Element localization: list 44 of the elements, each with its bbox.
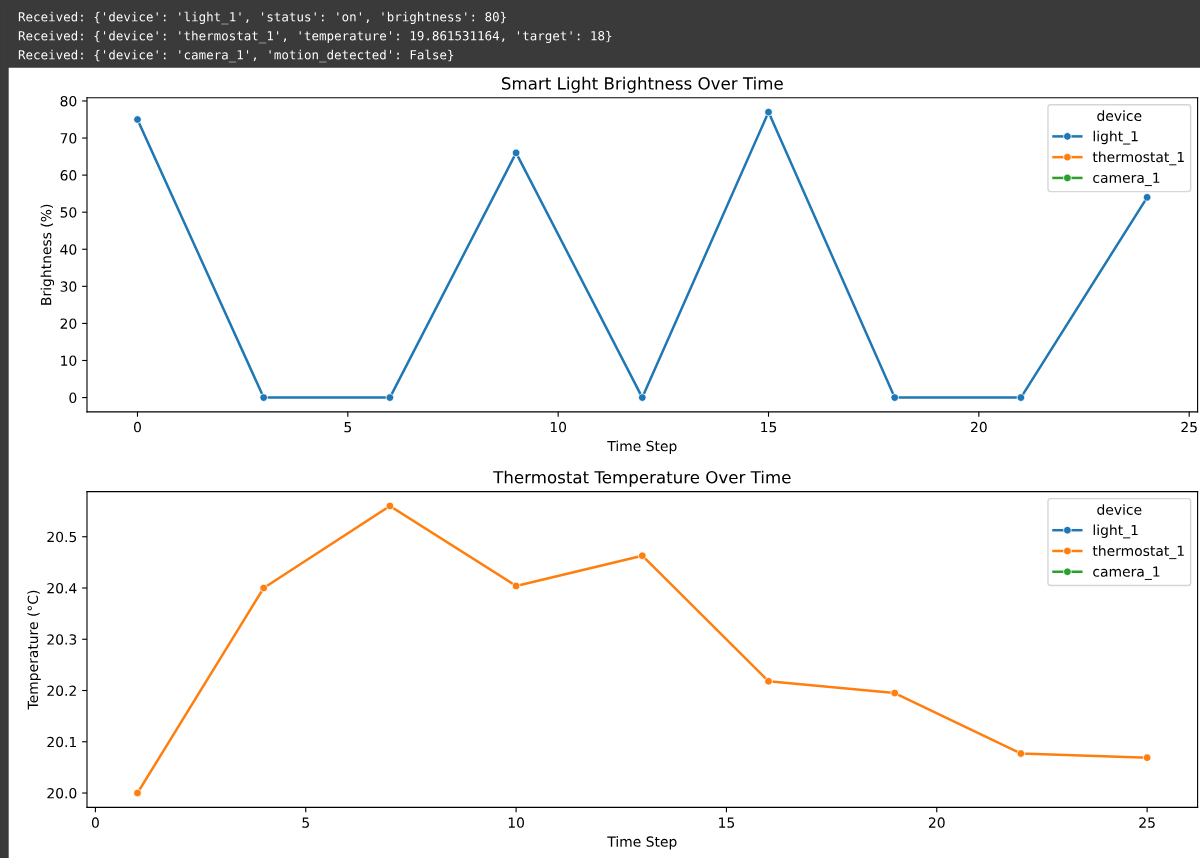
y-tick-label: 20.5 xyxy=(47,531,77,543)
x-tick-label: 0 xyxy=(133,421,141,433)
x-tick-label: 20 xyxy=(971,421,987,433)
y-tick-label: 20.1 xyxy=(47,736,76,748)
y-tick-label: 20.4 xyxy=(47,582,77,594)
x-tick-label: 25 xyxy=(1139,817,1155,828)
y-tick-label: 80 xyxy=(60,95,77,107)
y-tick-label: 10 xyxy=(61,355,77,366)
x-tick-label: 15 xyxy=(761,421,777,433)
text: Received: {'device': 'camera_1', 'motion_detected': False} xyxy=(18,49,454,63)
x-tick-label: 0 xyxy=(91,817,99,828)
chart-title: Smart Light Brightness Over Time xyxy=(501,76,783,93)
legend-label: light_1 xyxy=(1093,130,1138,145)
legend-label: camera_1 xyxy=(1093,172,1160,187)
legend-title: device xyxy=(1097,504,1142,515)
y-axis-title: Temperature (°C) xyxy=(27,590,41,710)
legend-label: thermostat_1 xyxy=(1092,151,1184,166)
text: Received: {'device': 'light_1', 'status': 'on', 'brightness': 80} xyxy=(18,11,506,25)
x-axis-title: Time Step xyxy=(607,440,677,454)
y-tick-label: 30 xyxy=(60,281,77,292)
x-axis-title: Time Step xyxy=(607,836,677,850)
y-tick-label: 70 xyxy=(60,133,77,144)
y-tick-label: 20 xyxy=(60,318,77,329)
legend-label: light_1 xyxy=(1093,524,1138,539)
legend-label: thermostat_1 xyxy=(1092,545,1184,560)
y-tick-label: 60 xyxy=(60,170,77,181)
x-tick-label: 10 xyxy=(550,421,567,433)
y-tick-label: 50 xyxy=(60,207,77,218)
text: Received: {'device': 'thermostat_1', 'temperature': 19.861531164, 'target': 18} xyxy=(18,30,612,44)
legend-label: camera_1 xyxy=(1093,566,1160,580)
y-tick-label: 0 xyxy=(69,392,77,404)
legend-title: device xyxy=(1097,110,1142,122)
y-axis-title: Brightness (%) xyxy=(40,204,55,305)
chart-title: Thermostat Temperature Over Time xyxy=(493,470,791,487)
x-tick-label: 5 xyxy=(302,817,309,828)
y-tick-label: 20.0 xyxy=(47,787,77,799)
x-tick-label: 20 xyxy=(928,817,945,828)
y-tick-label: 20.3 xyxy=(47,634,77,645)
x-tick-label: 5 xyxy=(344,421,352,433)
x-tick-label: 10 xyxy=(508,817,525,828)
x-tick-label: 15 xyxy=(719,817,735,828)
y-tick-label: 20.2 xyxy=(47,685,76,696)
y-tick-label: 40 xyxy=(60,244,77,255)
x-tick-label: 25 xyxy=(1181,421,1197,433)
